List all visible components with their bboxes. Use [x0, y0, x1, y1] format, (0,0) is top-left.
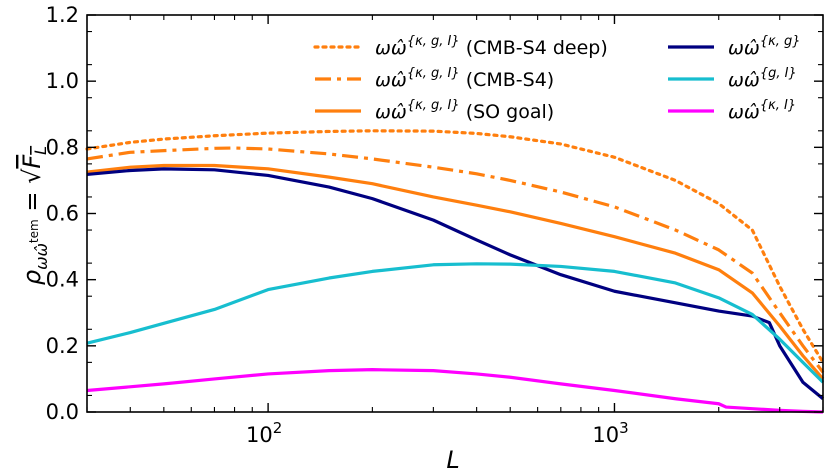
- y-tick-label: 0.6: [46, 202, 79, 226]
- series-line-2: [86, 146, 825, 374]
- legend-label-3: ωω̂{κ, g, I} (SO goal): [375, 98, 554, 123]
- legend: ωω̂{κ, g, I} (CMB-S4 deep) ωω̂{κ, g, I} (…: [313, 34, 801, 123]
- y-tick-label: 1.0: [46, 69, 79, 93]
- legend-label-5: ωω̂{g, I}: [728, 66, 797, 91]
- series-line-3: [86, 163, 825, 380]
- series-line-4: [86, 167, 825, 401]
- series-line-5: [86, 262, 825, 384]
- y-tick-label: 0.0: [46, 400, 79, 424]
- y-tick-label: 1.2: [46, 3, 79, 27]
- legend-label-2: ωω̂{κ, g, I} (CMB-S4): [375, 66, 554, 91]
- series-line-6: [86, 368, 824, 414]
- y-tick-label: 0.4: [46, 268, 79, 292]
- legend-label-6: ωω̂{κ, I}: [728, 98, 796, 123]
- y-tick-label: 0.8: [46, 135, 79, 159]
- y-tick-label: 0.2: [46, 334, 79, 358]
- y-axis-label: ρωω̂tem = √FL: [18, 146, 51, 285]
- x-tick-label: 102: [246, 419, 282, 447]
- legend-label-1: ωω̂{κ, g, I} (CMB-S4 deep): [375, 34, 608, 59]
- x-tick-label: 103: [592, 419, 628, 447]
- legend-label-4: ωω̂{κ, g}: [728, 34, 801, 59]
- series-line-1: [85, 129, 825, 364]
- series-layer: [85, 129, 825, 414]
- x-axis-label: L: [446, 446, 459, 474]
